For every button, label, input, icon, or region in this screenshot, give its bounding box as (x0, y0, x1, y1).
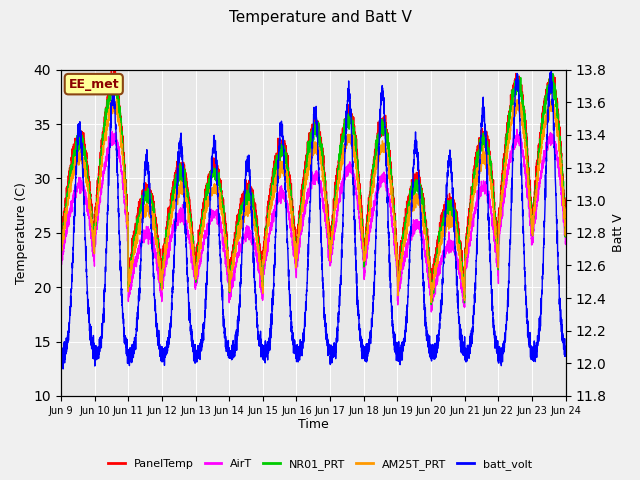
Y-axis label: Temperature (C): Temperature (C) (15, 182, 28, 284)
Y-axis label: Batt V: Batt V (612, 214, 625, 252)
Legend: PanelTemp, AirT, NR01_PRT, AM25T_PRT, batt_volt: PanelTemp, AirT, NR01_PRT, AM25T_PRT, ba… (104, 455, 536, 474)
Text: Temperature and Batt V: Temperature and Batt V (228, 10, 412, 24)
Text: EE_met: EE_met (68, 78, 119, 91)
X-axis label: Time: Time (298, 419, 329, 432)
